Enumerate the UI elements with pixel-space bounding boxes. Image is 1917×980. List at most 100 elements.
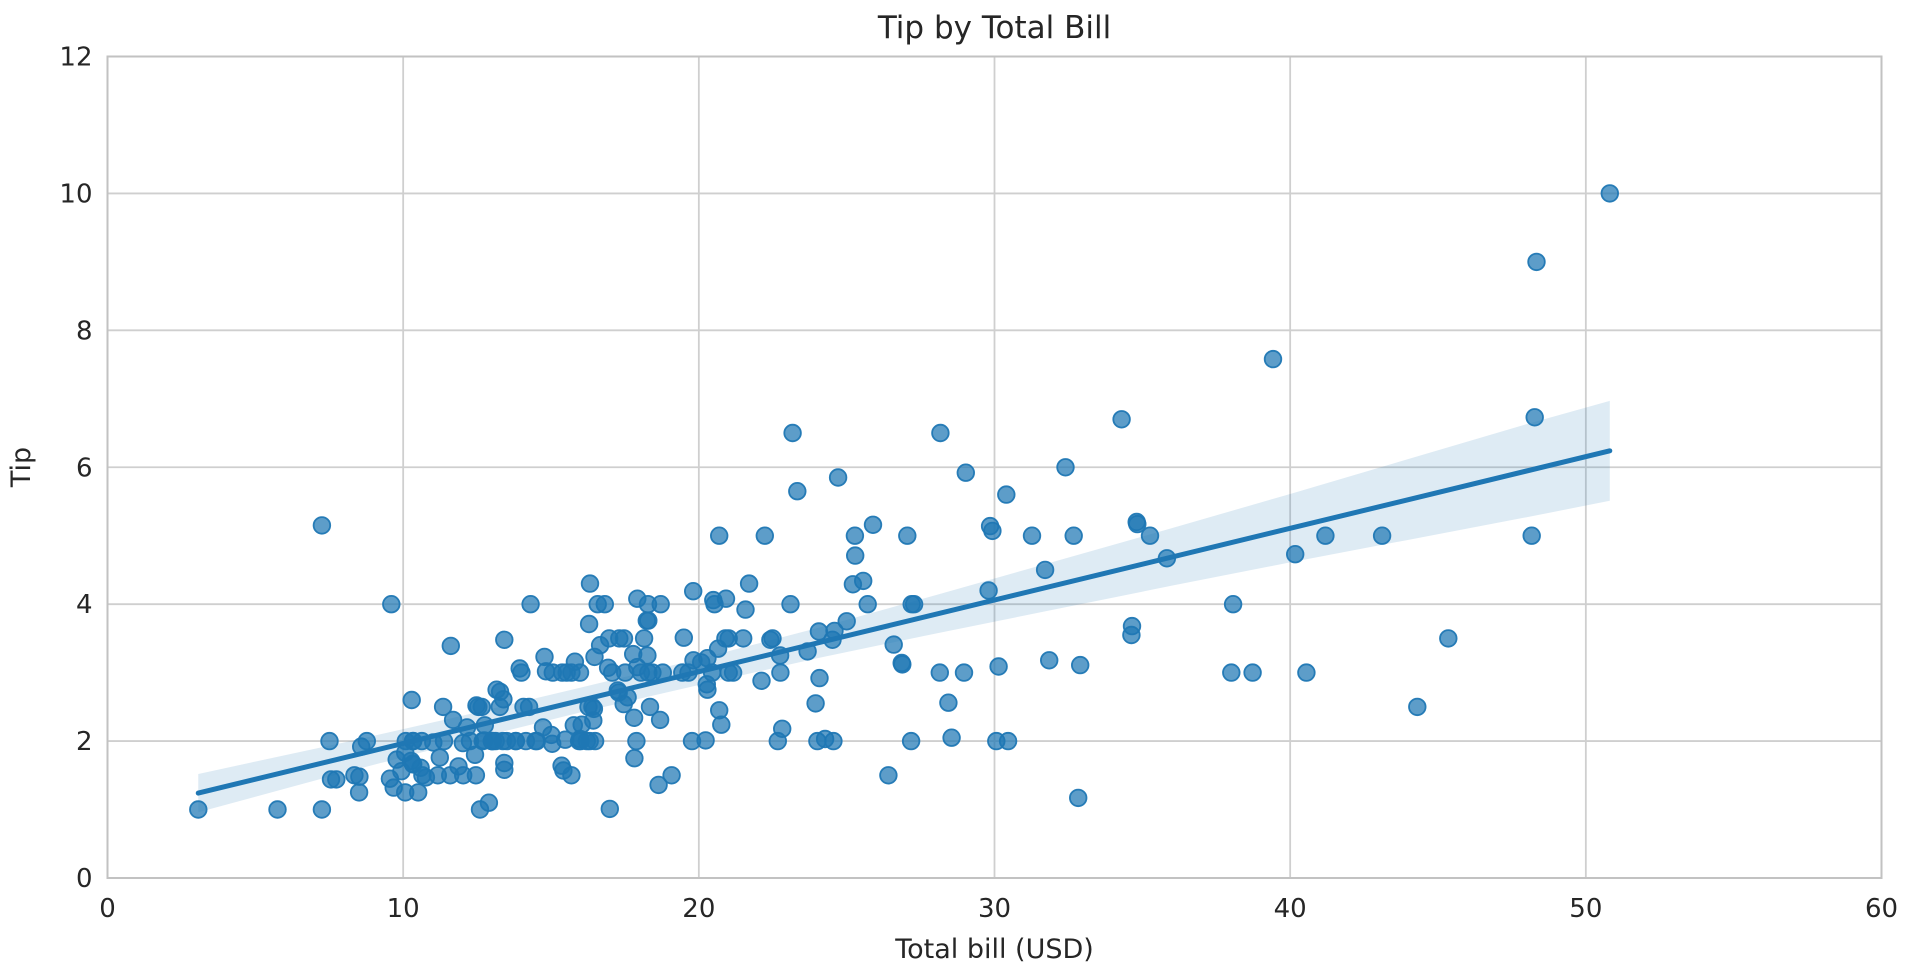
scatter-point: [1525, 408, 1544, 427]
scatter-point: [614, 629, 634, 648]
scatter-point: [806, 694, 825, 713]
y-tick-label: 10: [59, 179, 92, 209]
scatter-point: [761, 630, 780, 650]
scatter-point: [884, 635, 903, 654]
scatter-point: [1112, 410, 1131, 429]
scatter-point: [1408, 697, 1427, 717]
y-tick-label: 12: [59, 43, 92, 73]
scatter-point: [846, 546, 865, 565]
scatter-point: [809, 622, 829, 641]
scatter-point: [466, 766, 486, 785]
scatter-point: [470, 800, 490, 819]
scatter-point: [312, 800, 332, 819]
scatter-point: [650, 710, 670, 730]
scatter-point: [521, 595, 540, 614]
scatter-point: [942, 728, 961, 747]
scatter-point: [430, 748, 450, 767]
y-tick-label: 2: [76, 727, 93, 757]
scatter-point: [189, 800, 208, 819]
scatter-point: [710, 526, 729, 545]
scatter-point: [268, 800, 287, 819]
x-tick-label: 50: [1569, 894, 1602, 924]
scatter-point: [387, 750, 406, 769]
scatter-point: [1068, 788, 1088, 808]
scatter-point: [312, 516, 332, 535]
y-tick-labels: 0 2 4 6 8 10 12: [59, 43, 92, 895]
scatter-point: [892, 653, 911, 673]
scatter-point: [980, 516, 1000, 536]
scatter-point: [625, 749, 644, 768]
scatter-point: [662, 766, 681, 785]
scatter-point: [482, 731, 502, 751]
scatter-point: [989, 657, 1008, 676]
scatter-point: [810, 668, 829, 688]
scatter-point: [879, 766, 898, 785]
y-tick-label: 4: [76, 590, 93, 620]
scatter-point: [1243, 663, 1262, 682]
scatter-point: [734, 629, 753, 648]
plot-border: [106, 55, 1883, 879]
scatter-point: [1285, 545, 1305, 564]
scatter-point: [512, 663, 531, 682]
scatter-point: [472, 697, 492, 717]
scatter-point: [638, 646, 657, 665]
scatter-point: [490, 682, 510, 702]
scatter-point: [828, 468, 848, 487]
scatter-point: [979, 581, 998, 600]
scatter-point: [1140, 526, 1160, 545]
scatter-point: [649, 775, 668, 795]
scatter-point: [1316, 526, 1335, 545]
scatter-point: [600, 799, 620, 819]
scatter-point: [808, 731, 827, 751]
x-tick-label: 20: [682, 894, 715, 924]
scatter-points: [189, 184, 1620, 819]
scatter-point: [327, 770, 346, 789]
scatter-point: [396, 783, 415, 802]
scatter-point: [1527, 252, 1546, 272]
scatter-point: [433, 697, 453, 717]
scatter-point: [349, 783, 369, 802]
y-tick-label: 6: [76, 453, 93, 483]
scatter-point: [837, 612, 856, 631]
scatter-point: [1223, 595, 1243, 614]
scatter-point: [674, 628, 694, 647]
scatter-point: [863, 515, 883, 535]
scatter-point: [712, 715, 731, 734]
regression-line-group: [195, 448, 1613, 796]
scatter-point: [382, 595, 401, 614]
scatter-point: [1222, 663, 1241, 682]
scatter-point: [901, 731, 921, 751]
scatter-point: [585, 647, 604, 667]
scatter-point: [1263, 349, 1283, 369]
scatter-point: [616, 663, 635, 682]
scatter-point: [781, 595, 800, 614]
scatter-point: [939, 693, 958, 712]
scatter-point: [495, 760, 514, 780]
scatter-point: [997, 485, 1016, 504]
scatter-point: [1522, 526, 1541, 545]
scatter-point: [705, 595, 724, 614]
y-tick-label: 0: [76, 864, 93, 894]
scatter-point: [634, 629, 654, 648]
scatter-point: [416, 768, 436, 787]
scatter-point: [1600, 184, 1620, 203]
scatter-point: [1070, 655, 1090, 675]
scatter-point: [624, 708, 644, 728]
x-tick-label: 30: [978, 894, 1011, 924]
scatter-point: [954, 663, 974, 682]
scatter-point: [588, 595, 607, 614]
scatter-point: [716, 629, 735, 648]
chart-title: Tip by Total Bill: [877, 10, 1111, 46]
scatter-point: [441, 636, 461, 656]
scatter-point: [526, 731, 545, 751]
x-tick-label: 40: [1274, 894, 1307, 924]
scatter-point: [441, 766, 460, 785]
x-tick-label: 10: [387, 894, 420, 924]
scatter-point: [1128, 514, 1147, 534]
scatter-point: [1022, 526, 1042, 545]
scatter-point: [768, 731, 788, 751]
scatter-point: [682, 731, 702, 751]
scatter-point: [1122, 616, 1142, 636]
scatter-point: [562, 766, 581, 785]
scatter-point: [1439, 629, 1458, 648]
